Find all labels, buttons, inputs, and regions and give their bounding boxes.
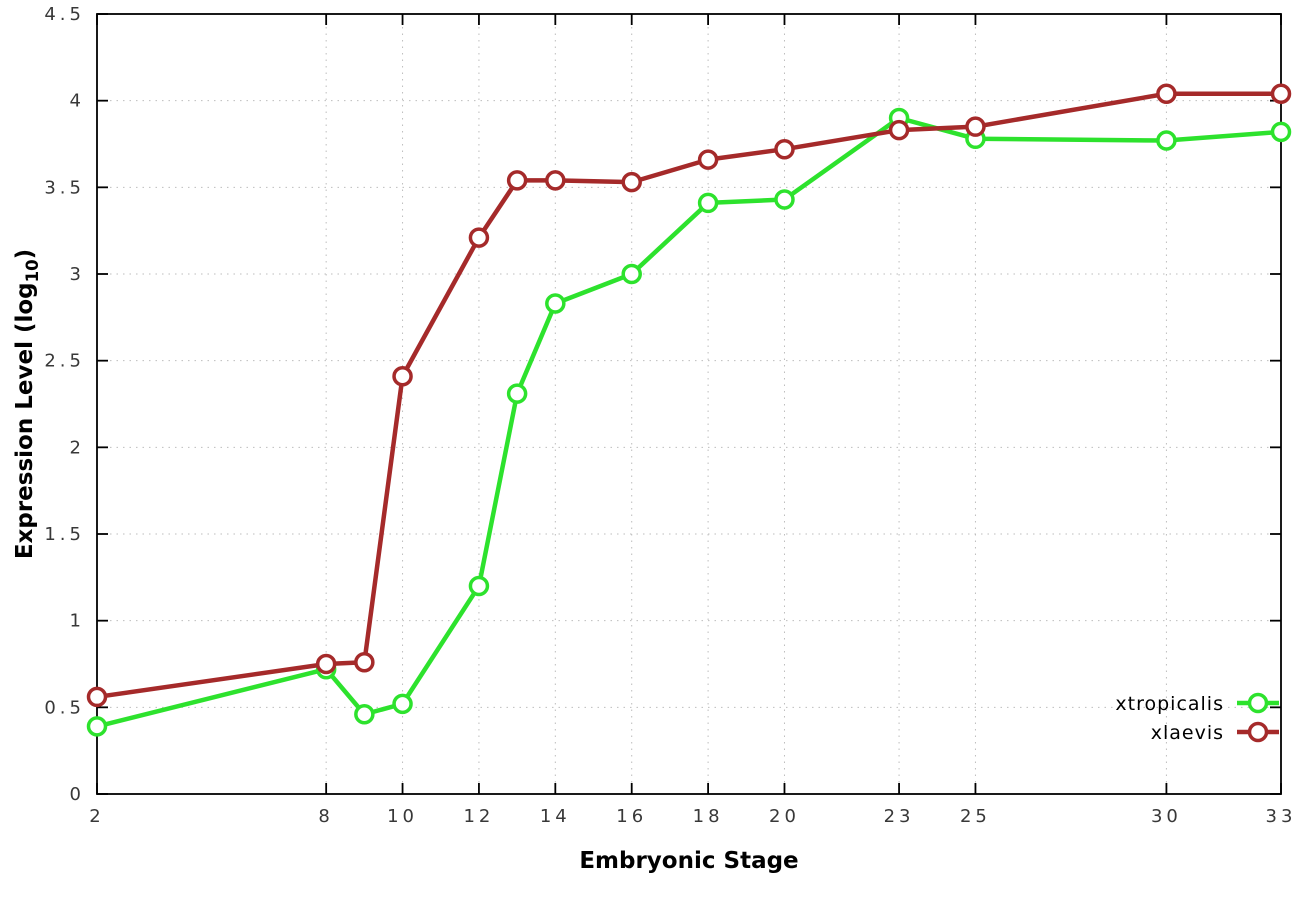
data-point-xlaevis: [315, 653, 337, 675]
data-point-xtropicalis: [468, 575, 490, 597]
legend-label-xlaevis: xlaevis: [1151, 722, 1224, 744]
data-point-xtropicalis: [774, 189, 795, 210]
y-tick-label: 0.5: [44, 697, 85, 718]
x-tick-label: 10: [387, 806, 418, 827]
x-tick-label: 18: [693, 806, 724, 827]
data-point-xlaevis: [774, 138, 795, 160]
x-tick-label: 33: [1266, 806, 1296, 827]
data-point-xtropicalis: [86, 716, 108, 737]
y-tick-label: 2: [70, 437, 85, 458]
y-tick-label: 1: [70, 611, 85, 632]
y-tick-label: 0: [70, 784, 85, 805]
x-tick-label: 16: [616, 806, 647, 827]
x-tick-label: 8: [318, 806, 333, 827]
data-point-xlaevis: [888, 119, 910, 141]
y-tick-label: 4.5: [44, 4, 85, 25]
data-point-xlaevis: [392, 366, 413, 387]
data-point-xtropicalis: [621, 263, 642, 285]
data-point-xtropicalis: [697, 192, 719, 214]
y-axis-title-subscript: 10: [22, 259, 42, 283]
data-point-xtropicalis: [392, 693, 413, 715]
y-tick-label: 3.5: [44, 177, 85, 198]
y-tick-label: 3: [70, 264, 85, 285]
data-point-xlaevis: [697, 149, 719, 170]
data-point-xtropicalis: [1270, 121, 1292, 143]
y-tick-label: 4: [70, 91, 85, 112]
x-tick-label: 23: [884, 806, 915, 827]
data-point-xlaevis: [1270, 83, 1292, 104]
data-point-xlaevis: [468, 227, 490, 248]
plot-border: [96, 13, 1282, 795]
y-axis-title-close: ): [12, 248, 39, 260]
x-tick-label: 25: [960, 806, 991, 827]
y-tick-label: 2.5: [44, 351, 85, 372]
x-tick-label: 20: [769, 806, 800, 827]
y-tick-label: 1.5: [44, 524, 85, 545]
x-tick-label: 2: [89, 806, 104, 827]
data-point-xlaevis: [1156, 83, 1177, 104]
data-point-xtropicalis: [506, 383, 528, 404]
data-point-xlaevis: [965, 116, 986, 137]
data-point-xlaevis: [621, 171, 642, 193]
data-point-xtropicalis: [1156, 130, 1177, 151]
data-point-xlaevis: [86, 686, 108, 708]
x-tick-label: 30: [1151, 806, 1182, 827]
data-point-xtropicalis: [354, 704, 375, 725]
x-axis-title: Embryonic Stage: [579, 848, 799, 874]
y-axis-title-text: Expression Level (log: [12, 282, 39, 560]
legend-marker-xtropicalis: [1247, 692, 1269, 714]
data-point-xlaevis: [354, 652, 375, 673]
x-tick-label: 12: [463, 806, 494, 827]
data-point-xlaevis: [545, 170, 566, 191]
data-point-xtropicalis: [545, 293, 566, 314]
legend-label-xtropicalis: xtropicalis: [1115, 693, 1224, 715]
legend-marker-xlaevis: [1247, 721, 1269, 743]
data-point-xlaevis: [506, 170, 528, 191]
x-tick-label: 14: [540, 806, 571, 827]
y-axis-title: Expression Level (log10): [12, 249, 42, 559]
series-line-xtropicalis: [94, 115, 1284, 729]
series-line-xlaevis: [94, 91, 1284, 700]
